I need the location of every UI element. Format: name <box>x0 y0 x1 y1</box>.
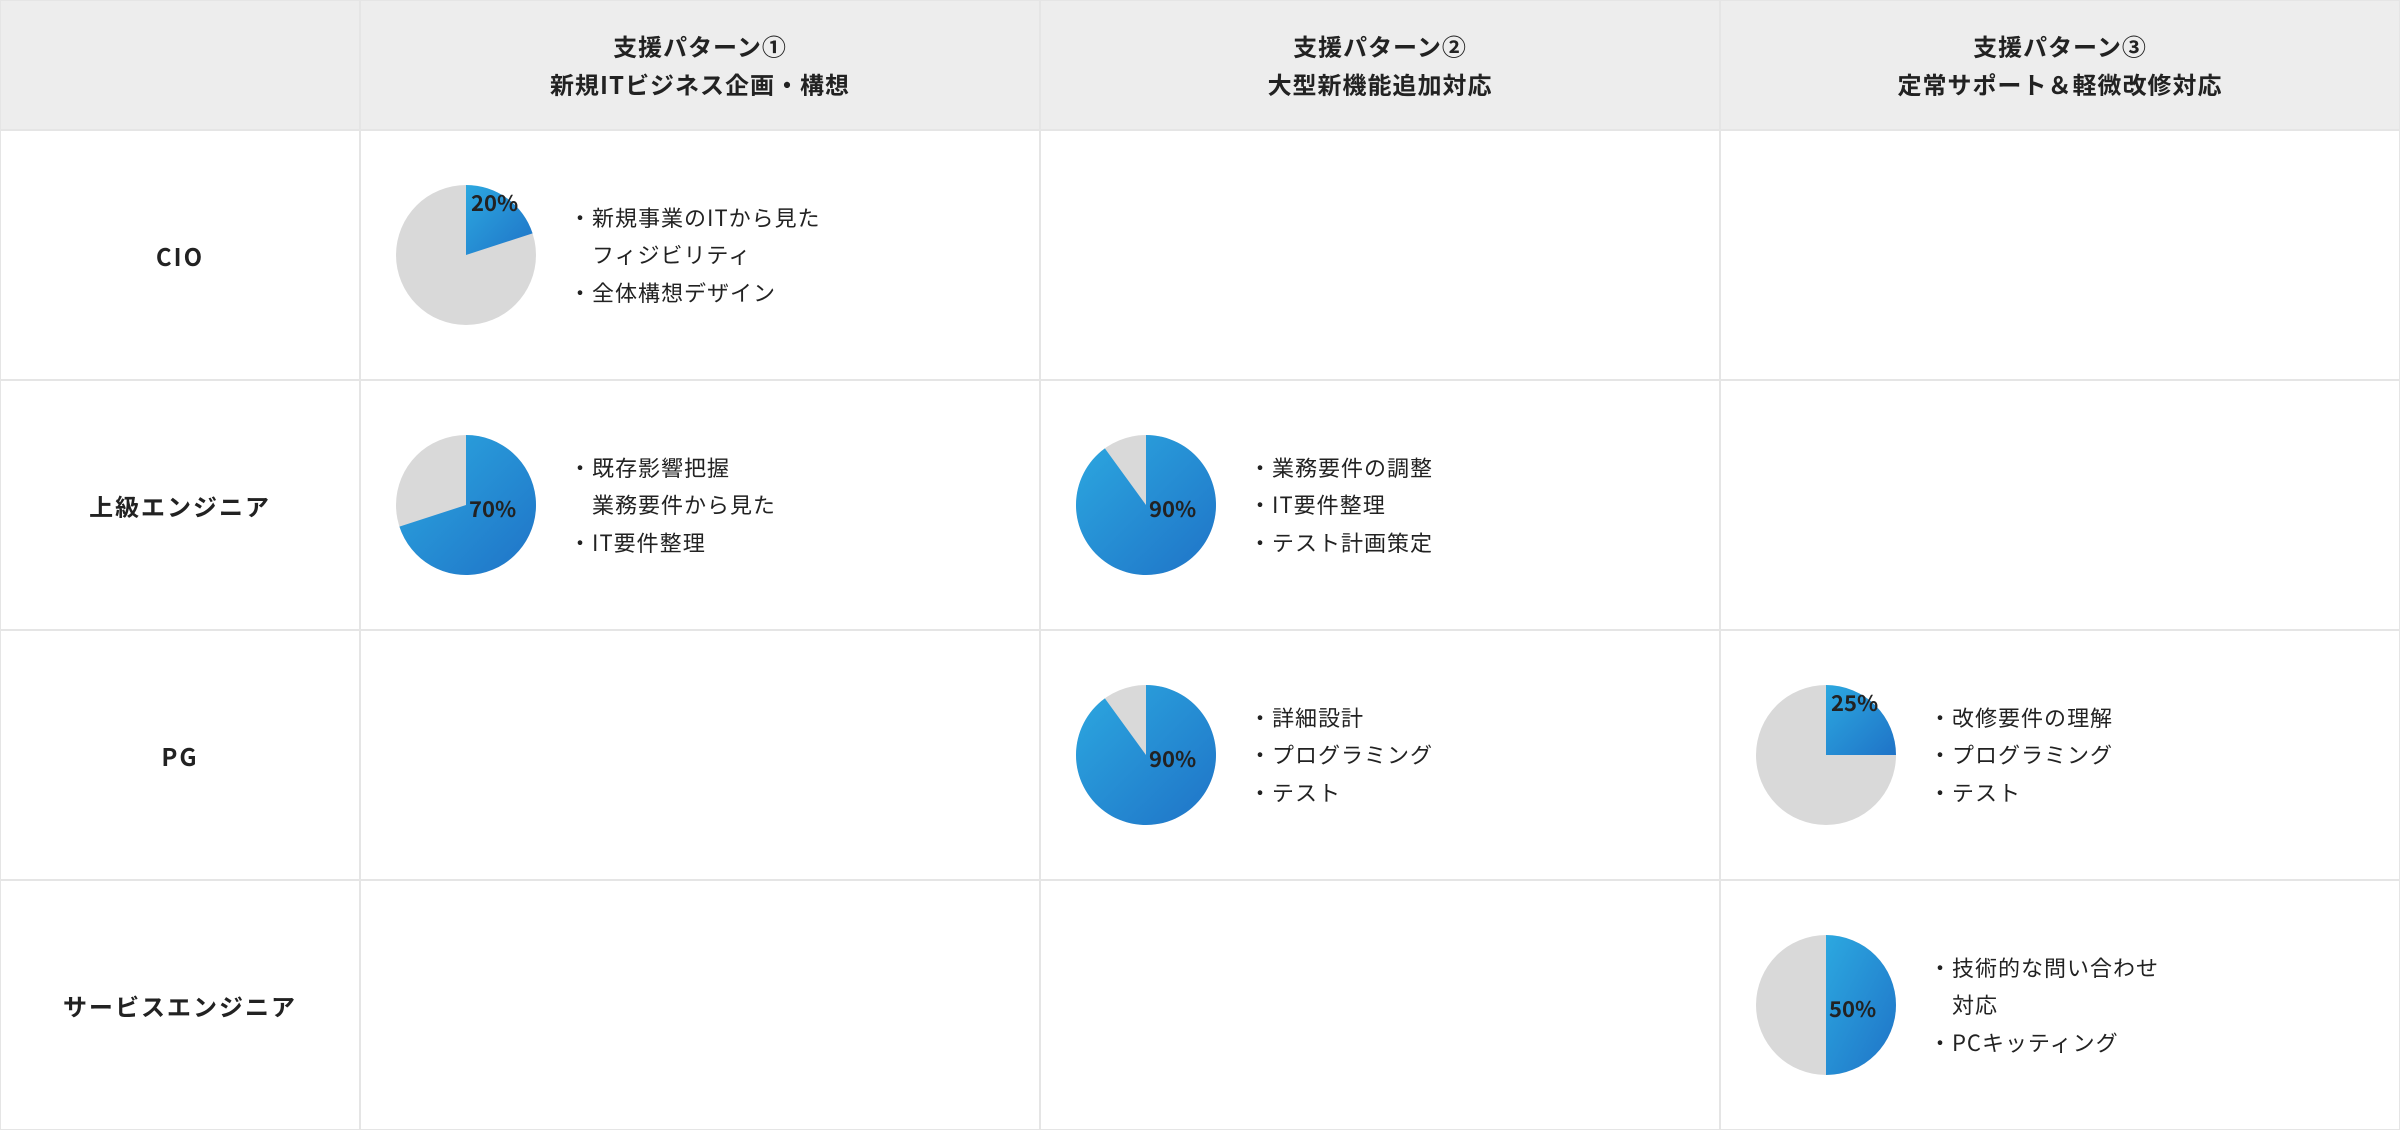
header-col-3: 支援パターン③定常サポート＆軽微改修対応 <box>1720 0 2400 130</box>
bullet-line: ・プログラミング <box>1249 736 1433 773</box>
bullet-line: ・新規事業のITから見た <box>569 199 821 236</box>
bullet-line: ・プログラミング <box>1929 736 2113 773</box>
cell-r3c2 <box>1040 880 1720 1130</box>
cell-r0c3 <box>1720 130 2400 380</box>
role-label: 上級エンジニア <box>89 488 271 523</box>
bullet-line: 対応 <box>1929 986 2159 1023</box>
bullet-line: ・IT要件整理 <box>1249 486 1433 523</box>
cell-r2c1 <box>360 630 1040 880</box>
cell-r3c1 <box>360 880 1040 1130</box>
cell-r0c2 <box>1040 130 1720 380</box>
pie-chart: 90% <box>1071 430 1221 580</box>
bullet-line: ・業務要件の調整 <box>1249 449 1433 486</box>
bullet-list: ・改修要件の理解・プログラミング・テスト <box>1929 699 2113 811</box>
cell-r2c2: 90% ・詳細設計・プログラミング・テスト <box>1040 630 1720 880</box>
header-col-2: 支援パターン②大型新機能追加対応 <box>1040 0 1720 130</box>
bullet-line: ・詳細設計 <box>1249 699 1433 736</box>
header-text: 支援パターン③定常サポート＆軽微改修対応 <box>1898 27 2223 104</box>
role-label: CIO <box>156 238 204 273</box>
bullet-list: ・詳細設計・プログラミング・テスト <box>1249 699 1433 811</box>
bullet-line: ・IT要件整理 <box>569 524 776 561</box>
bullet-line: 業務要件から見た <box>569 486 776 523</box>
pie-chart: 25% <box>1751 680 1901 830</box>
cell-r1c3 <box>1720 380 2400 630</box>
header-text: 支援パターン②大型新機能追加対応 <box>1268 27 1493 104</box>
support-pattern-matrix: 支援パターン①新規ITビジネス企画・構想 支援パターン②大型新機能追加対応 支援… <box>0 0 2400 1130</box>
bullet-list: ・業務要件の調整・IT要件整理・テスト計画策定 <box>1249 449 1433 561</box>
pie-percent-label: 25% <box>1831 686 1878 718</box>
header-text: 支援パターン①新規ITビジネス企画・構想 <box>550 27 850 104</box>
bullet-line: ・全体構想デザイン <box>569 274 821 311</box>
cell-r0c1: 20% ・新規事業のITから見た フィジビリティ・全体構想デザイン <box>360 130 1040 380</box>
row-header-cio: CIO <box>0 130 360 380</box>
bullet-list: ・新規事業のITから見た フィジビリティ・全体構想デザイン <box>569 199 821 311</box>
pie-percent-label: 70% <box>469 492 516 524</box>
bullet-line: ・PCキッティング <box>1929 1024 2159 1061</box>
pie-percent-label: 50% <box>1829 992 1876 1024</box>
pie-chart: 20% <box>391 180 541 330</box>
bullet-line: ・テスト計画策定 <box>1249 524 1433 561</box>
bullet-list: ・技術的な問い合わせ 対応・PCキッティング <box>1929 949 2159 1061</box>
bullet-line: フィジビリティ <box>569 236 821 273</box>
role-label: PG <box>161 738 198 773</box>
bullet-line: ・技術的な問い合わせ <box>1929 949 2159 986</box>
row-header-senior-engineer: 上級エンジニア <box>0 380 360 630</box>
row-header-service-engineer: サービスエンジニア <box>0 880 360 1130</box>
row-header-pg: PG <box>0 630 360 880</box>
cell-r1c2: 90% ・業務要件の調整・IT要件整理・テスト計画策定 <box>1040 380 1720 630</box>
bullet-line: ・既存影響把握 <box>569 449 776 486</box>
role-label: サービスエンジニア <box>63 988 297 1023</box>
pie-chart: 90% <box>1071 680 1221 830</box>
bullet-line: ・改修要件の理解 <box>1929 699 2113 736</box>
bullet-line: ・テスト <box>1929 774 2113 811</box>
header-col-1: 支援パターン①新規ITビジネス企画・構想 <box>360 0 1040 130</box>
pie-percent-label: 90% <box>1149 492 1196 524</box>
bullet-line: ・テスト <box>1249 774 1433 811</box>
pie-percent-label: 20% <box>471 186 518 218</box>
cell-r1c1: 70% ・既存影響把握 業務要件から見た・IT要件整理 <box>360 380 1040 630</box>
header-corner <box>0 0 360 130</box>
cell-r2c3: 25% ・改修要件の理解・プログラミング・テスト <box>1720 630 2400 880</box>
pie-chart: 50% <box>1751 930 1901 1080</box>
bullet-list: ・既存影響把握 業務要件から見た・IT要件整理 <box>569 449 776 561</box>
pie-chart: 70% <box>391 430 541 580</box>
cell-r3c3: 50% ・技術的な問い合わせ 対応・PCキッティング <box>1720 880 2400 1130</box>
pie-percent-label: 90% <box>1149 742 1196 774</box>
